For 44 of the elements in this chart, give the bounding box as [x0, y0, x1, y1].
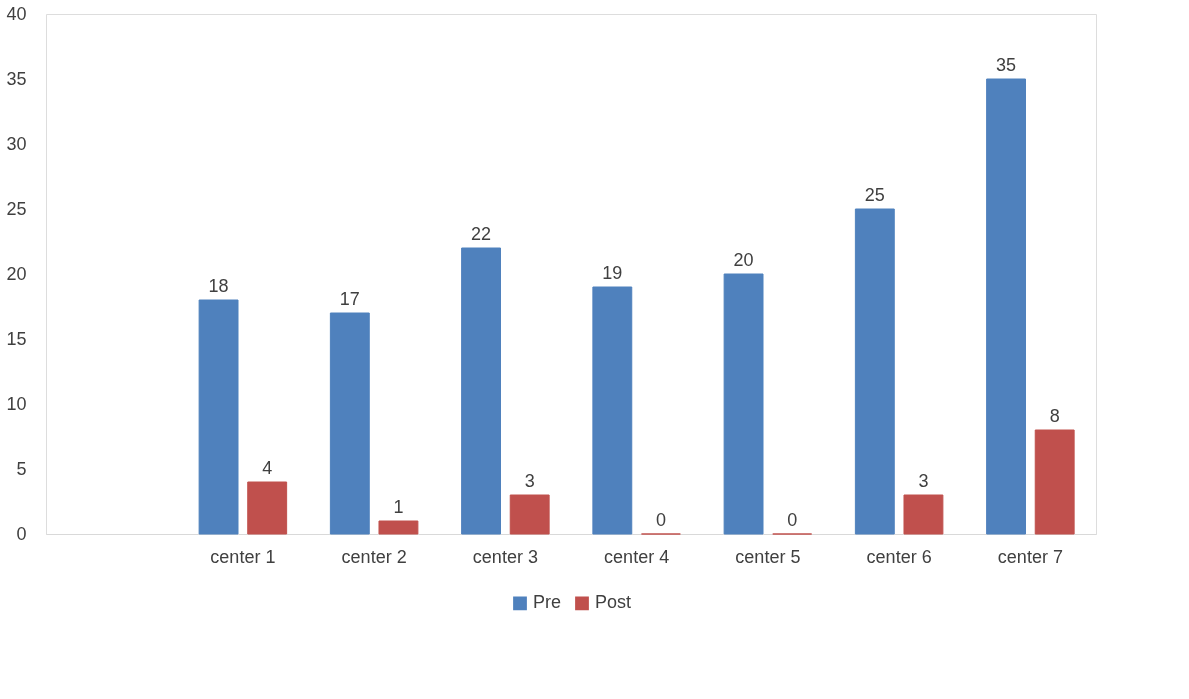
data-label: 25	[864, 185, 885, 205]
y-tick-label: 40	[6, 3, 27, 24]
bar	[198, 299, 239, 535]
bar	[247, 481, 288, 535]
data-label: 1	[393, 497, 404, 517]
bar	[461, 247, 502, 535]
y-tick-label: 15	[6, 328, 27, 349]
x-tick-label: center 7	[997, 546, 1063, 567]
y-tick-label: 35	[6, 68, 27, 89]
x-tick-label: center 6	[866, 546, 932, 567]
bar	[723, 273, 764, 535]
data-label: 19	[602, 263, 623, 283]
data-label: 3	[918, 471, 929, 491]
bar	[378, 520, 419, 535]
data-label: 3	[524, 471, 535, 491]
legend-label: Post	[595, 592, 632, 613]
bar	[329, 312, 370, 535]
data-label: 22	[471, 224, 492, 244]
data-label: 4	[262, 458, 273, 478]
bar	[854, 208, 895, 535]
data-label: 0	[787, 510, 798, 530]
x-tick-label: center 5	[735, 546, 801, 567]
bar	[509, 494, 550, 535]
x-tick-label: center 1	[210, 546, 276, 567]
data-label: 18	[208, 276, 229, 296]
bar	[1034, 429, 1075, 535]
data-label: 35	[996, 55, 1017, 75]
data-label: 20	[733, 250, 754, 270]
y-tick-label: 0	[16, 523, 27, 544]
legend-label: Pre	[533, 592, 562, 613]
bar	[592, 286, 633, 535]
y-tick-label: 5	[16, 458, 27, 479]
y-tick-label: 10	[6, 393, 27, 414]
data-label: 8	[1049, 406, 1060, 426]
x-tick-label: center 4	[604, 546, 670, 567]
bar	[986, 78, 1027, 535]
y-tick-label: 30	[6, 133, 27, 154]
x-tick-label: center 2	[341, 546, 407, 567]
data-label: 0	[655, 510, 666, 530]
x-tick-label: center 3	[472, 546, 538, 567]
y-tick-label: 20	[6, 263, 27, 284]
bar	[903, 494, 944, 535]
y-tick-label: 25	[6, 198, 27, 219]
data-label: 17	[339, 289, 360, 309]
